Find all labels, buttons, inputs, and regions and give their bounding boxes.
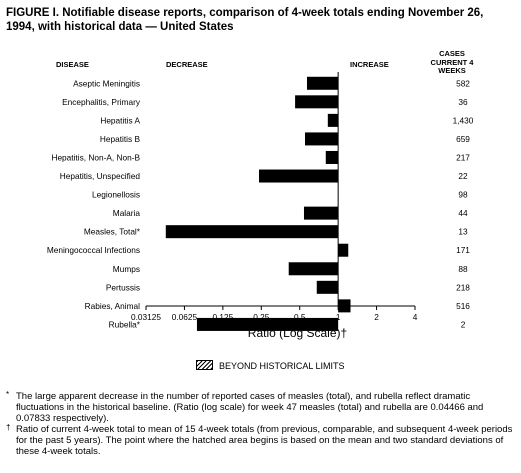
figure-title: FIGURE I. Notifiable disease reports, co…	[6, 7, 484, 33]
footnotes: * The large apparent decrease in the num…	[6, 390, 514, 457]
category-label: Rabies, Animal	[85, 301, 140, 311]
category-label: Pertussis	[106, 282, 140, 292]
cases-value: 36	[458, 97, 468, 107]
ratio-bar	[306, 76, 339, 90]
ratio-bar	[304, 132, 339, 146]
category-label: Encephalitis, Primary	[62, 97, 141, 107]
category-label: Legionellosis	[92, 190, 140, 200]
category-label: Measles, Total*	[84, 227, 141, 237]
increase-header: INCREASE	[350, 60, 389, 69]
category-label: Rubella*	[109, 319, 141, 329]
x-axis-label: Ratio (Log Scale)†	[248, 326, 347, 340]
category-label: Mumps	[113, 264, 140, 274]
disease-header: DISEASE	[56, 60, 89, 69]
cases-value: 516	[456, 301, 470, 311]
ratio-bar	[288, 262, 339, 276]
ratio-bar	[338, 243, 349, 257]
category-label: Hepatitis A	[100, 115, 140, 125]
cases-value: 217	[456, 152, 470, 162]
footnote-ratio: † Ratio of current 4-week total to mean …	[6, 423, 513, 457]
cases-value: 582	[456, 78, 470, 88]
x-tick-label: 0.25	[253, 312, 270, 322]
decrease-header: DECREASE	[166, 60, 208, 69]
cases-header: CASES CURRENT 4 WEEKS	[430, 49, 474, 75]
chart-area: Aseptic Meningitis 582 Encephalitis, Prima…	[47, 72, 474, 340]
x-tick-label: 0.0625	[172, 312, 198, 322]
ratio-bar	[196, 317, 339, 331]
cases-value: 88	[458, 264, 468, 274]
cases-value: 98	[458, 190, 468, 200]
x-tick-label: 2	[374, 312, 379, 322]
category-label: Meningococcal Infections	[47, 245, 140, 255]
category-label: Aseptic Meningitis	[73, 78, 140, 88]
category-label: Hepatitis, Unspecified	[60, 171, 141, 181]
category-label: Malaria	[113, 208, 141, 218]
x-tick-label: 0.5	[294, 312, 306, 322]
x-tick-label: 0.03125	[131, 312, 161, 322]
x-tick-label: 4	[413, 312, 418, 322]
cases-value: 13	[458, 227, 468, 237]
ratio-bar	[327, 113, 339, 127]
cases-value: 44	[458, 208, 468, 218]
ratio-bar	[259, 169, 339, 183]
category-label: Hepatitis, Non-A, Non-B	[51, 152, 140, 162]
footnote-measles: * The large apparent decrease in the num…	[6, 390, 484, 424]
cases-value: 2	[461, 319, 466, 329]
ratio-bar	[295, 95, 339, 109]
legend-label: BEYOND HISTORICAL LIMITS	[219, 361, 345, 371]
hatched-legend-swatch	[196, 360, 213, 370]
cases-value: 1,430	[453, 115, 474, 125]
cases-value: 171	[456, 245, 470, 255]
ratio-bar	[325, 150, 339, 164]
legend: BEYOND HISTORICAL LIMITS	[196, 360, 345, 371]
cases-value: 659	[456, 134, 470, 144]
cases-value: 22	[458, 171, 468, 181]
category-label: Hepatitis B	[100, 134, 141, 144]
x-tick-label: 1	[336, 312, 341, 322]
ratio-bar	[316, 280, 339, 294]
ratio-bar	[303, 206, 339, 220]
x-tick-label: 0.125	[212, 312, 233, 322]
cases-value: 218	[456, 282, 470, 292]
ratio-bar	[165, 225, 339, 239]
